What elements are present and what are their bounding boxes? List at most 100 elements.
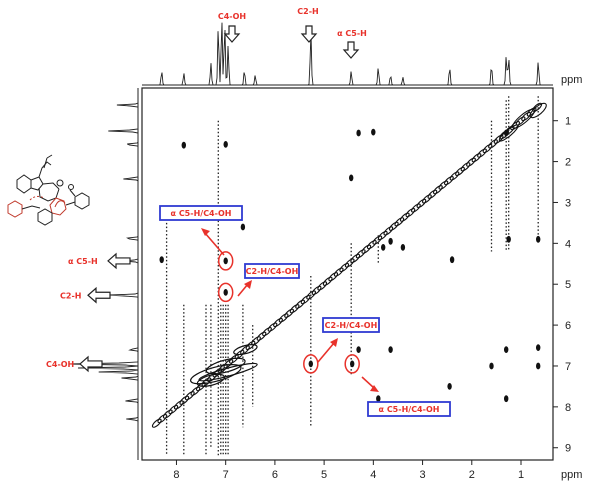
diagonal-contour <box>438 180 449 190</box>
y-tick-label: 2 <box>565 157 571 169</box>
side-annotation-c4-oh: C4-OH <box>46 360 74 369</box>
x-tick-label: 4 <box>370 469 376 481</box>
left-arrow-icon <box>107 252 131 270</box>
y-tick-label: 4 <box>565 238 571 250</box>
side-annotation-c2-h: C2-H <box>60 291 81 300</box>
top-spectrum-trace <box>142 22 553 86</box>
x-tick-label: 3 <box>420 469 426 481</box>
cross-peak <box>376 395 381 403</box>
cross-peak <box>356 129 361 137</box>
cross-peak <box>381 244 386 251</box>
y-tick-label: 3 <box>565 197 571 209</box>
diagonal-contour <box>322 276 333 286</box>
diagonal-contour <box>179 395 190 405</box>
diagonal-contour <box>366 240 377 250</box>
diagonal-contour <box>355 249 366 259</box>
top-annotation-c4-oh: C4-OH <box>218 12 246 21</box>
diagonal-contour <box>300 295 311 305</box>
y-tick-label: 9 <box>565 443 571 455</box>
arrowhead-icon <box>370 385 379 392</box>
diagonal-contour <box>482 143 493 154</box>
x-tick-label: 8 <box>173 469 179 481</box>
cross-peak <box>223 141 228 148</box>
cross-peak <box>181 141 186 149</box>
annotation-box-label: C2-H/C4-OH <box>246 267 299 276</box>
y-tick-label: 7 <box>565 361 571 373</box>
cross-peak <box>356 346 361 353</box>
cross-peak <box>350 360 355 368</box>
annotation-box-label: α C5-H/C4-OH <box>171 209 232 218</box>
diagonal-contour <box>262 327 272 337</box>
highlight-circle <box>344 354 360 374</box>
diagonal-contour <box>416 198 427 208</box>
diagonal-contour <box>273 317 283 328</box>
diagonal-contour <box>245 340 256 350</box>
cross-peak <box>223 289 228 296</box>
diagonal-contour <box>311 285 322 295</box>
cross-peak <box>536 344 541 351</box>
noesy-2d-plot: 8 7 6 5 4 3 2 1 1 2 3 4 5 6 7 8 9 ppm <box>141 87 582 481</box>
diagonal-contour <box>427 189 438 199</box>
diagonal-contour <box>184 391 195 401</box>
y-tick-label: 8 <box>565 402 571 414</box>
y-tick-label: 1 <box>565 116 571 128</box>
x-tick-label: 6 <box>272 469 278 481</box>
cross-peak <box>536 362 541 370</box>
cross-peak <box>449 256 455 264</box>
arrowhead-icon <box>201 228 210 236</box>
molecule-structure-icon <box>7 154 90 226</box>
diagonal-contour <box>361 244 372 254</box>
x-tick-label: 7 <box>223 469 229 481</box>
diagonal-contour <box>151 418 162 428</box>
x-axis-ticks: 8 7 6 5 4 3 2 1 <box>173 460 524 481</box>
top-annotation-c2-h: C2-H <box>297 7 318 16</box>
left-arrow-icon <box>87 286 111 304</box>
red-arrow <box>237 283 249 297</box>
down-arrow-icon <box>300 25 318 43</box>
diagonal-contour <box>289 304 300 314</box>
diagonal-contour <box>233 344 258 356</box>
cross-peak <box>349 174 354 182</box>
cross-peak <box>223 257 228 265</box>
diagonal-contour <box>190 364 242 385</box>
x-tick-label: 2 <box>469 469 475 481</box>
cross-peak <box>504 395 509 403</box>
diagonal-contour <box>173 400 184 410</box>
cross-peak <box>371 128 376 136</box>
diagonal-contour <box>399 212 410 222</box>
top-annotations: C4-OH C2-H α C5-H <box>218 7 367 59</box>
diagonal-contour <box>449 171 460 181</box>
cross-peak <box>489 362 494 370</box>
boxed-annotations: α C5-H/C4-OH C2-H/C4-OH C2-H/C4-OH α C5-… <box>159 205 451 417</box>
diagonal-contour <box>394 217 405 227</box>
cross-peak <box>388 237 393 245</box>
diagonal-contour <box>521 111 531 122</box>
diagonal-band <box>151 102 547 428</box>
diagonal-contour <box>511 108 536 129</box>
x-unit-label-bottom: ppm <box>561 469 582 481</box>
diagonal-contour <box>477 148 487 158</box>
side-annotation-c5-h: α C5-H <box>68 257 98 266</box>
diagonal-contour <box>372 235 383 245</box>
top-1d-spectrum: ppm <box>142 22 582 86</box>
cross-peak <box>506 235 511 243</box>
annotation-box-label: C2-H/C4-OH <box>325 321 378 330</box>
highlight-circle <box>217 282 234 303</box>
diagonal-contour <box>488 139 498 149</box>
down-arrow-icon <box>223 25 241 43</box>
diagonal-contour <box>196 373 226 387</box>
diagonal-contour <box>328 272 339 282</box>
diagonal-contour <box>223 359 234 369</box>
diagonal-contour <box>284 308 294 318</box>
diagonal-contour <box>460 162 471 172</box>
annotation-box <box>244 263 300 279</box>
diagonal-contour <box>229 354 239 364</box>
cross-peak <box>504 129 509 137</box>
y-tick-label: 5 <box>565 279 571 291</box>
arrowhead-icon <box>330 338 338 347</box>
x-tick-label: 1 <box>518 469 524 481</box>
cross-peak <box>388 346 393 353</box>
diagonal-contour <box>205 357 246 375</box>
diagonal-contour <box>344 258 355 268</box>
